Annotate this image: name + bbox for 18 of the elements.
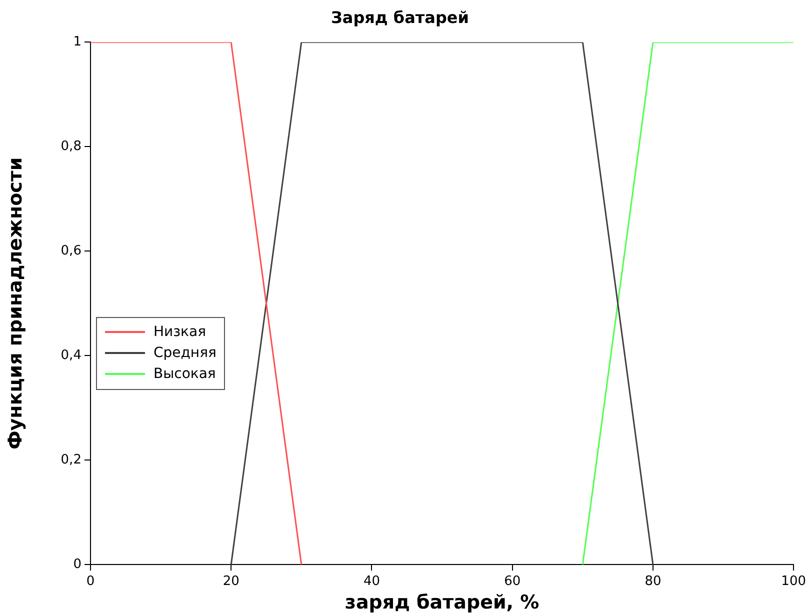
- x-tick-label: 100: [781, 574, 806, 589]
- x-tick-label: 40: [363, 574, 380, 589]
- y-tick-label: 0: [73, 556, 82, 572]
- x-tick-label: 20: [222, 574, 240, 589]
- legend-label: Средняя: [153, 345, 216, 362]
- x-axis-title: заряд батарей, %: [344, 592, 540, 614]
- chart-title: Заряд батарей: [331, 8, 469, 27]
- y-tick-label: 0,8: [60, 139, 82, 154]
- y-tick-label: 0,4: [60, 348, 82, 364]
- x-tick-label: 0: [86, 574, 95, 589]
- x-tick-label: 60: [504, 574, 521, 589]
- y-tick-label: 0,6: [60, 244, 82, 259]
- legend-label: Низкая: [153, 324, 206, 340]
- y-axis-title: Функция принадлежности: [4, 157, 26, 450]
- y-tick-label: 0,2: [60, 452, 82, 468]
- legend-label: Высокая: [153, 366, 216, 382]
- x-tick-label: 80: [644, 574, 662, 589]
- y-tick-label: 1: [73, 34, 82, 50]
